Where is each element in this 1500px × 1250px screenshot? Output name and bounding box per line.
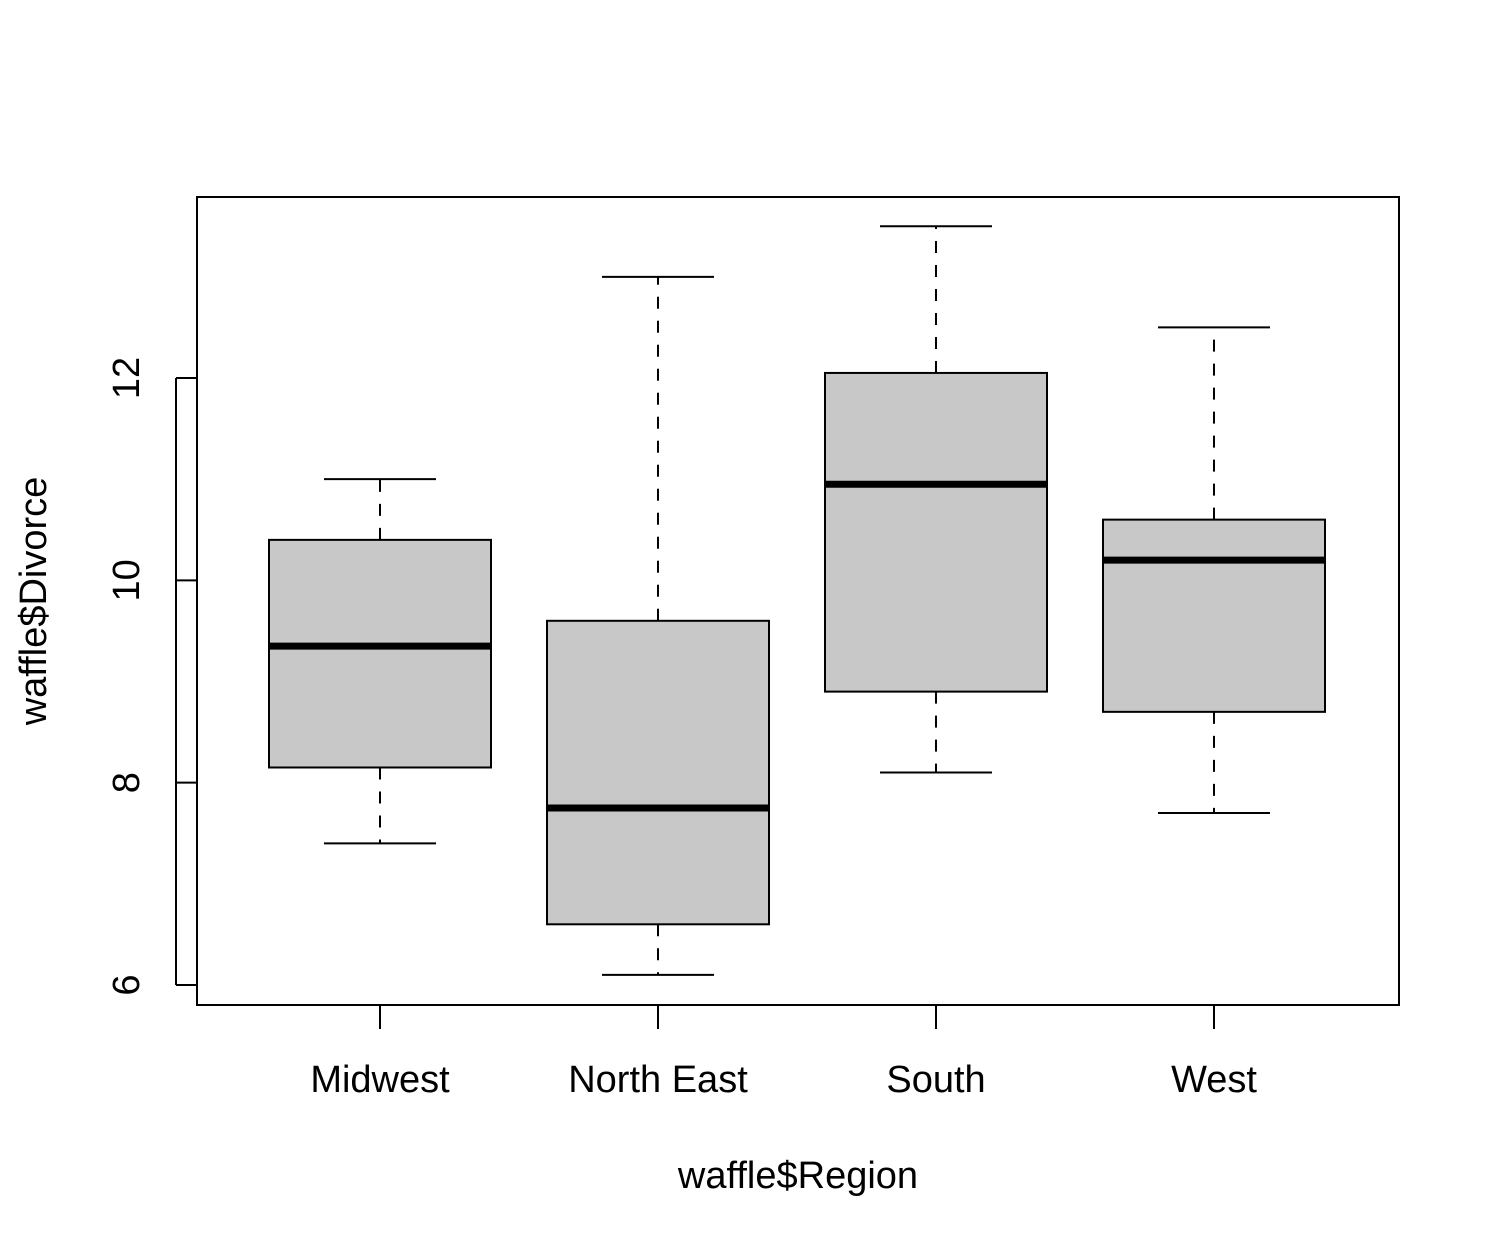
y-tick-label: 6 xyxy=(106,974,148,995)
box-iqr xyxy=(268,538,492,769)
box-group-midwest xyxy=(268,478,492,845)
x-axis: Midwest North East South West xyxy=(310,1005,1257,1101)
y-tick-label: 12 xyxy=(106,357,148,399)
box-iqr xyxy=(1102,518,1326,713)
box-group-north-east xyxy=(546,275,770,976)
x-tick-label: North East xyxy=(568,1059,748,1101)
x-tick-label: West xyxy=(1171,1059,1257,1101)
box-group-south xyxy=(824,225,1048,774)
y-axis-label: waffle$Divorce xyxy=(13,477,55,727)
y-tick-label: 8 xyxy=(106,772,148,793)
x-tick-label: South xyxy=(886,1059,985,1101)
box-group-west xyxy=(1102,326,1326,815)
y-tick-label: 10 xyxy=(106,559,148,601)
box-iqr xyxy=(824,371,1048,693)
x-axis-label: waffle$Region xyxy=(677,1155,918,1197)
y-axis: 6 8 10 12 xyxy=(106,357,197,996)
box-iqr xyxy=(546,619,770,926)
boxes-layer xyxy=(268,225,1326,976)
x-tick-label: Midwest xyxy=(310,1059,450,1101)
plot-frame xyxy=(196,196,1400,1006)
